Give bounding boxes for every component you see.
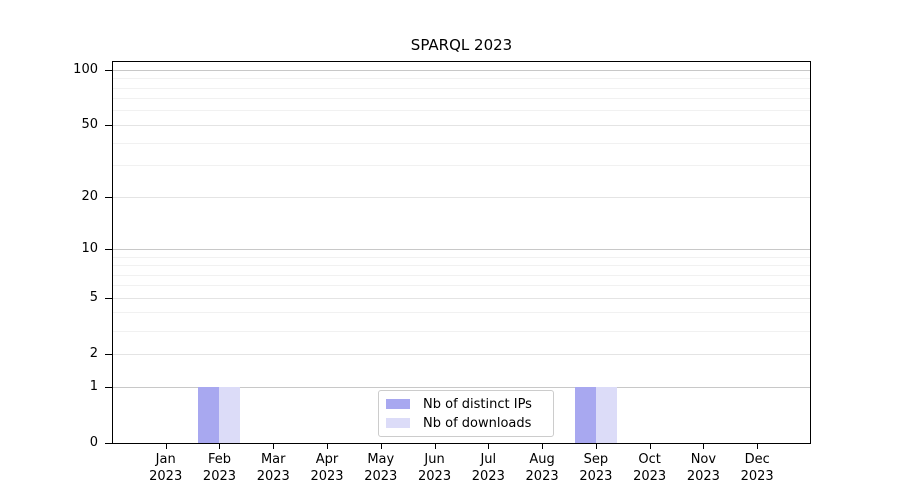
gridline-minor [113, 285, 810, 287]
bar-nb-of-downloads-sep [595, 387, 617, 443]
y-tick-mark [105, 249, 112, 251]
gridline-minor [113, 98, 810, 100]
y-tick-mark [105, 443, 112, 444]
x-tick-label-jan: Jan 2023 [149, 452, 183, 484]
x-tick-label-may: May 2023 [364, 452, 398, 484]
y-tick-mark [105, 354, 112, 356]
gridline-decade [113, 69, 810, 71]
gridline-minor [113, 256, 810, 258]
gridline-decade [113, 386, 810, 388]
gridline-minor [113, 265, 810, 266]
y-tick-label: 50 [81, 117, 98, 133]
x-tick-label-dec: Dec 2023 [740, 452, 774, 484]
x-tick-label-jul: Jul 2023 [471, 452, 505, 484]
gridline-minor [113, 312, 810, 314]
x-tick-mark [380, 443, 382, 449]
y-tick-label: 2 [89, 346, 98, 362]
x-tick-label-sep: Sep 2023 [579, 452, 613, 484]
x-tick-mark [757, 443, 759, 449]
x-tick-label-nov: Nov 2023 [686, 452, 720, 484]
gridline-major [113, 196, 810, 198]
gridline-decade [113, 248, 810, 250]
bar-nb-of-distinct-ips-feb [198, 387, 220, 443]
x-tick-mark [219, 443, 221, 449]
plot-area: Nb of distinct IPs Nb of downloads [112, 61, 811, 444]
legend: Nb of distinct IPs Nb of downloads [378, 390, 554, 437]
y-tick-label: 100 [73, 62, 98, 78]
gridline-minor [113, 165, 810, 167]
bar-nb-of-downloads-feb [219, 387, 241, 443]
bar-nb-of-distinct-ips-sep [574, 387, 596, 443]
x-tick-mark [542, 443, 544, 449]
y-tick-label: 0 [89, 435, 98, 450]
x-tick-mark [327, 443, 328, 449]
x-tick-label-feb: Feb 2023 [202, 452, 237, 484]
legend-item-downloads: Nb of downloads [386, 416, 553, 431]
y-tick-mark [105, 298, 112, 300]
y-tick-label: 5 [89, 290, 98, 306]
legend-label-downloads: Nb of downloads [423, 415, 532, 431]
y-tick-mark [105, 125, 112, 127]
x-tick-label-mar: Mar 2023 [256, 452, 290, 484]
gridline-minor [113, 330, 810, 332]
gridline-minor [113, 78, 810, 80]
x-tick-mark [703, 443, 705, 449]
y-tick-label: 10 [81, 241, 98, 257]
x-tick-mark [434, 443, 436, 449]
gridline-major [113, 124, 810, 126]
gridline-minor [113, 110, 810, 112]
legend-label-distinct-ips: Nb of distinct IPs [423, 396, 532, 412]
gridline-major [113, 353, 810, 355]
gridline-minor [113, 87, 810, 89]
x-tick-label-apr: Apr 2023 [310, 452, 344, 484]
y-tick-label: 1 [89, 379, 98, 394]
y-tick-label: 20 [81, 189, 98, 205]
legend-swatch-downloads [386, 418, 410, 428]
x-tick-label-jun: Jun 2023 [418, 452, 452, 484]
x-tick-mark [649, 443, 651, 449]
legend-swatch-distinct-ips [386, 399, 410, 409]
x-tick-mark [488, 443, 490, 449]
y-tick-mark [105, 387, 112, 388]
gridline-minor [113, 142, 810, 144]
x-tick-mark [273, 443, 275, 449]
y-tick-mark [105, 197, 112, 199]
x-tick-mark [595, 443, 597, 449]
gridline-major [113, 297, 810, 299]
legend-item-distinct-ips: Nb of distinct IPs [386, 397, 553, 412]
x-tick-label-oct: Oct 2023 [633, 452, 667, 484]
y-tick-mark [105, 70, 112, 72]
x-tick-label-aug: Aug 2023 [525, 452, 559, 484]
chart-title: SPARQL 2023 [410, 36, 513, 54]
x-tick-mark [165, 443, 167, 449]
gridline-minor [113, 274, 810, 276]
